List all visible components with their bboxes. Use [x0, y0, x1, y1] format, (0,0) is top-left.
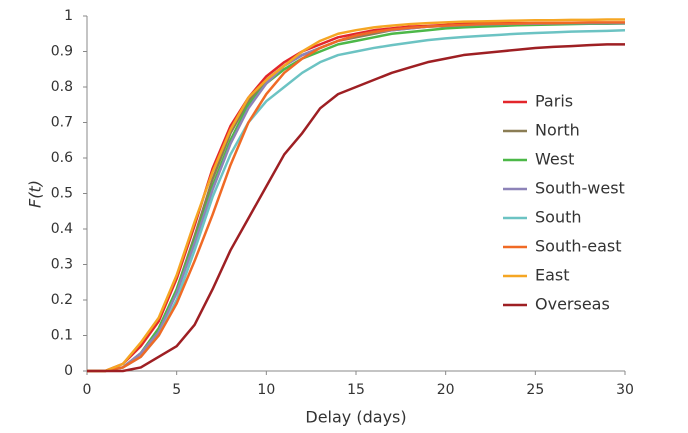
legend-label: North: [535, 121, 580, 140]
x-tick-label: 0: [83, 382, 92, 398]
y-tick-label: 0.4: [51, 221, 73, 237]
legend-label: East: [535, 266, 570, 285]
legend-label: South-west: [535, 179, 625, 198]
y-tick-label: 0.7: [51, 115, 73, 131]
series-line: [87, 18, 625, 373]
legend-label: South-east: [535, 237, 622, 256]
y-tick-label: 0.6: [51, 150, 73, 166]
series-line: [87, 21, 625, 373]
y-tick-label: 0.2: [51, 292, 73, 308]
y-tick-label: 0: [64, 363, 73, 379]
series-line: [87, 28, 626, 373]
y-axis-label: F(t): [26, 180, 45, 208]
y-tick-label: 0.1: [51, 328, 73, 344]
x-tick-label: 20: [437, 382, 455, 398]
x-tick-label: 5: [172, 382, 181, 398]
legend-label: West: [535, 150, 574, 169]
x-tick-label: 10: [257, 382, 275, 398]
legend-label: Paris: [535, 92, 573, 111]
x-tick-label: 30: [616, 382, 634, 398]
legend-label: Overseas: [535, 295, 610, 314]
y-tick-label: 1: [64, 8, 73, 24]
y-tick-label: 0.8: [51, 79, 73, 95]
y-tick-label: 0.5: [51, 186, 73, 202]
x-tick-label: 15: [347, 382, 365, 398]
series-line: [87, 43, 625, 373]
y-tick-label: 0.9: [51, 44, 73, 60]
x-axis-label: Delay (days): [305, 408, 406, 427]
y-tick-label: 0.3: [51, 257, 73, 273]
legend-label: South: [535, 208, 582, 227]
x-tick-label: 25: [526, 382, 544, 398]
